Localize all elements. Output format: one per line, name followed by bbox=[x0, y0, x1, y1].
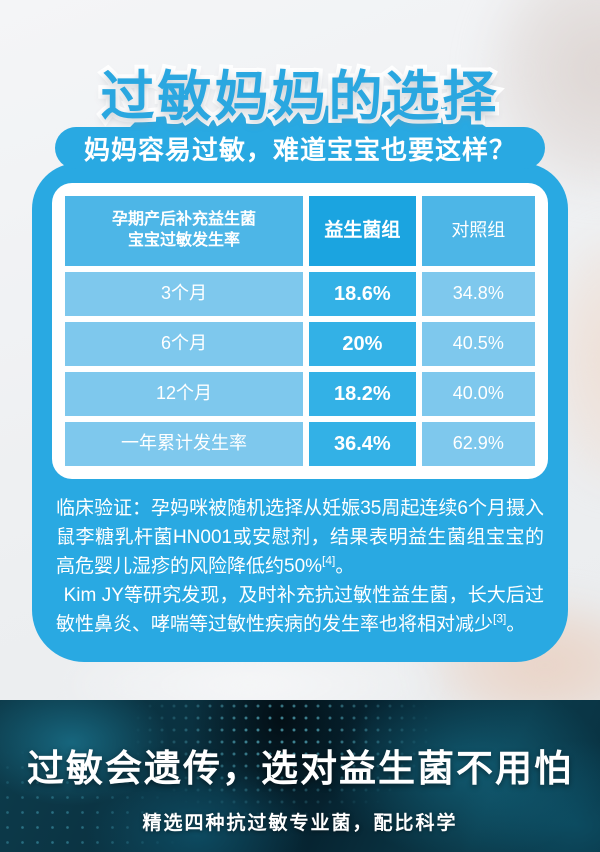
footer-banner: 过敏会遗传，选对益生菌不用怕 精选四种抗过敏专业菌，配比科学 bbox=[0, 700, 600, 852]
clinical-paragraph-2-text: Kim JY等研究发现，及时补充抗过敏性益生菌，长大后过敏性鼻炎、哮喘等过敏性疾… bbox=[56, 584, 544, 635]
allergy-rate-table: 孕期产后补充益生菌 宝宝过敏发生率 益生菌组 对照组 3个月 18.6% 34.… bbox=[52, 183, 548, 479]
table-header-control-group: 对照组 bbox=[421, 196, 535, 266]
table-row-control-value: 40.5% bbox=[421, 322, 535, 366]
table-row-label: 6个月 bbox=[65, 322, 304, 366]
table-row-control-value: 34.8% bbox=[421, 272, 535, 316]
page-title: 过敏妈妈的选择 bbox=[97, 63, 501, 131]
clinical-paragraph-1: 临床验证：孕妈咪被随机选择从妊娠35周起连续6个月摄入鼠李糖乳杆菌HN001或安… bbox=[56, 495, 544, 582]
table-row-control-value: 40.0% bbox=[421, 372, 535, 416]
footer-headline: 过敏会遗传，选对益生菌不用怕 bbox=[27, 748, 573, 789]
table-row-control-value: 62.9% bbox=[421, 422, 535, 466]
clinical-paragraph-2: Kim JY等研究发现，及时补充抗过敏性益生菌，长大后过敏性鼻炎、哮喘等过敏性疾… bbox=[56, 582, 544, 640]
table-row-probiotic-value: 18.2% bbox=[309, 372, 416, 416]
table-row-probiotic-value: 18.6% bbox=[309, 272, 416, 316]
table-header-metric: 孕期产后补充益生菌 宝宝过敏发生率 bbox=[65, 196, 304, 266]
reference-3-marker: [3] bbox=[493, 611, 507, 626]
table-row-label: 一年累计发生率 bbox=[65, 422, 304, 466]
clinical-evidence-text: 临床验证：孕妈咪被随机选择从妊娠35周起连续6个月摄入鼠李糖乳杆菌HN001或安… bbox=[56, 495, 544, 639]
reference-4-marker: [4] bbox=[322, 553, 336, 568]
footer-subline: 精选四种抗过敏专业菌，配比科学 bbox=[142, 813, 458, 834]
table-row-label: 12个月 bbox=[65, 372, 304, 416]
clinical-paragraph-2-period: 。 bbox=[506, 613, 526, 635]
content-card: 孕期产后补充益生菌 宝宝过敏发生率 益生菌组 对照组 3个月 18.6% 34.… bbox=[32, 163, 568, 662]
table-header-probiotic-group: 益生菌组 bbox=[309, 196, 416, 266]
table-row-probiotic-value: 20% bbox=[309, 322, 416, 366]
table-header-metric-line2: 宝宝过敏发生率 bbox=[128, 232, 241, 249]
table-row-label: 3个月 bbox=[65, 272, 304, 316]
table-row-probiotic-value: 36.4% bbox=[309, 422, 416, 466]
clinical-paragraph-1-text: 临床验证：孕妈咪被随机选择从妊娠35周起连续6个月摄入鼠李糖乳杆菌HN001或安… bbox=[56, 498, 544, 577]
clinical-paragraph-1-period: 。 bbox=[335, 555, 355, 577]
table-header-metric-line1: 孕期产后补充益生菌 bbox=[112, 211, 257, 229]
banner-question: 妈妈容易过敏，难道宝宝也要这样？ bbox=[55, 127, 545, 169]
